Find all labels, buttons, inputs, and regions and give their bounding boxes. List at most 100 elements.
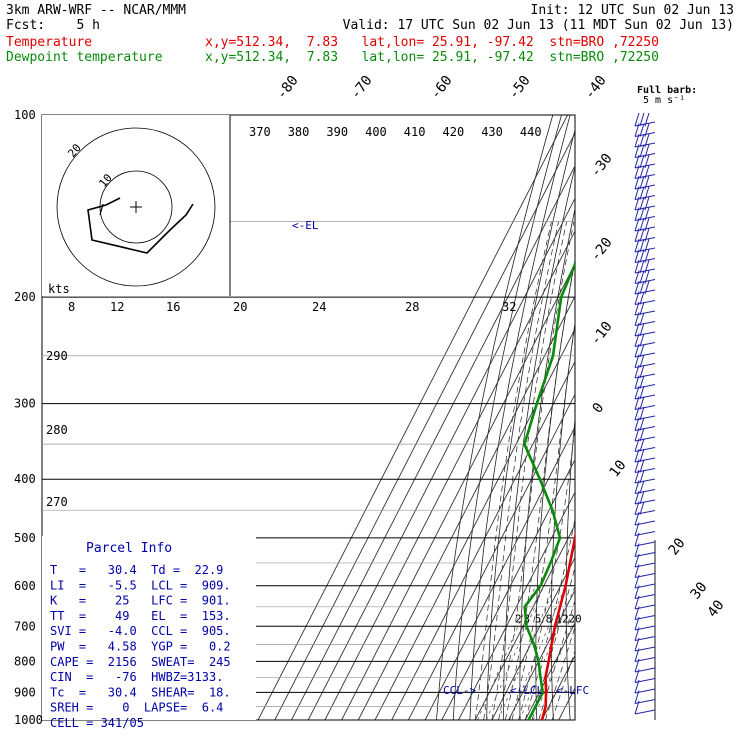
wind-barb-flag — [634, 280, 640, 295]
wind-barb-flag — [634, 679, 640, 694]
wind-barb-flag — [639, 133, 645, 148]
wind-barb-flag — [639, 459, 645, 473]
temperature-tick-label: 20 — [666, 535, 689, 558]
pressure-label: 200 — [14, 290, 36, 304]
isotherm — [407, 393, 575, 720]
dewpoint-profile — [523, 260, 575, 720]
wind-barb-flag — [634, 553, 640, 568]
dewpoint-line — [523, 260, 575, 720]
pressure-label: 800 — [14, 654, 36, 668]
theta-label: 390 — [326, 125, 348, 139]
theta-label: 380 — [288, 125, 310, 139]
pressure-label: 300 — [14, 397, 36, 411]
wind-barb-flag — [634, 133, 640, 148]
wind-barb-flag — [639, 364, 645, 379]
wind-barb-flag — [634, 175, 640, 190]
wind-barb-flag — [634, 301, 640, 316]
wind-barb-flag — [639, 301, 645, 316]
parcel-row: K = 25 LFC = 901. — [50, 594, 231, 608]
wind-barb-flag — [634, 490, 640, 505]
wind-barb-flag — [639, 238, 645, 253]
moist-adiabat — [504, 258, 575, 720]
dewpoint-location: x,y=512.34, 7.83 lat,lon= 25.91, -97.42 … — [205, 50, 659, 65]
pressure-label: 700 — [14, 619, 36, 633]
wind-barb-flag — [639, 385, 645, 400]
wind-barb-flag — [634, 312, 640, 326]
theta-e-label: 290 — [46, 349, 68, 363]
wind-barb-flag — [634, 448, 640, 463]
temperature-tick-label: 40 — [705, 597, 728, 620]
wind-barb-flag — [639, 249, 645, 263]
hodograph-ring-20 — [56, 127, 216, 287]
wind-barb-flag — [639, 123, 645, 137]
isotherm — [291, 164, 575, 720]
pressure-labels: 100 200 300 400 500 600 700 800 900 1000 — [14, 108, 43, 727]
level-annotations: <-EL CCL-> <-LCL <-LFC — [292, 219, 589, 697]
isotherm — [257, 115, 568, 720]
moist-adiabat — [531, 565, 575, 720]
moist-adiabat — [511, 321, 575, 720]
wind-barb-flag — [634, 438, 640, 452]
parcel-row: CIN = -76 HWBZ=3133. — [50, 670, 223, 684]
wind-barb-flag — [634, 480, 640, 494]
theta-labels: 370 380 390 400 410 420 430 440 — [249, 125, 542, 139]
temperature-location: x,y=512.34, 7.83 lat,lon= 25.91, -97.42 … — [205, 35, 659, 50]
theta-e-label: 270 — [46, 495, 68, 509]
parcel-row: Tc = 30.4 SHEAR= 18. — [50, 685, 231, 699]
pressure-label: 500 — [14, 531, 36, 545]
temperature-tick-label: -40 — [582, 73, 610, 103]
parcel-title: Parcel Info — [86, 541, 172, 556]
theta-e-labels: 8 12 16 20 24 28 32 290 280 270 — [46, 300, 516, 509]
wind-barb-flag — [634, 375, 640, 389]
dry-adiabat — [647, 87, 678, 733]
wind-barb-flag — [639, 186, 645, 200]
theta-e-label: 280 — [46, 423, 68, 437]
dry-adiabat — [705, 87, 740, 733]
wind-barb-flag — [634, 469, 640, 484]
wind-barb-flag — [634, 154, 640, 169]
wind-barb-flag — [634, 522, 640, 536]
temperature-label: Temperature — [6, 35, 93, 50]
valid-time: Valid: 17 UTC Sun 02 Jun 13 (11 MDT Sun … — [342, 18, 734, 33]
wind-barb-flag — [634, 123, 640, 137]
wind-barb-flag — [639, 217, 645, 232]
wind-barb-flag — [644, 196, 650, 211]
wind-barb-flag — [634, 669, 640, 683]
wind-barb-flag — [634, 228, 640, 242]
moist-adiabat — [483, 221, 559, 720]
pressure-label: 1000 — [14, 713, 43, 727]
dry-adiabat — [565, 414, 575, 720]
theta-label: 440 — [520, 125, 542, 139]
wind-barb-flag — [644, 144, 650, 158]
wind-barb-flag — [634, 291, 640, 305]
wind-barb-flag — [644, 238, 650, 253]
wind-barb-flag — [644, 280, 650, 295]
wind-barb-flag — [639, 438, 645, 452]
wind-barb-flag — [639, 280, 645, 295]
moist-adiabat — [544, 626, 575, 720]
init-time: Init: 12 UTC Sun 02 Jun 13 — [530, 3, 735, 18]
parcel-row: TT = 49 EL = 153. — [50, 609, 231, 623]
temperature-tick-label: 10 — [607, 457, 630, 480]
wind-barb-flag — [634, 406, 640, 421]
moist-adiabat — [474, 221, 552, 720]
wind-barb-flag — [639, 333, 645, 347]
wind-barb-flag — [639, 196, 645, 211]
isotherm — [458, 491, 575, 720]
parcel-row: T = 30.4 Td = 22.9 — [50, 563, 223, 577]
pressure-label: 100 — [14, 108, 36, 122]
wind-barb-flag — [634, 144, 640, 158]
wind-barb-flag — [634, 616, 640, 631]
dry-adiabat — [727, 87, 740, 733]
wind-barb-flag — [639, 490, 645, 505]
hodograph-units: kts — [48, 282, 70, 296]
pressure-label: 400 — [14, 472, 36, 486]
wind-barb-flag — [634, 543, 640, 557]
wind-barb-flag — [644, 123, 650, 137]
wind-barb-flag — [639, 112, 645, 127]
moist-adiabat — [538, 599, 575, 720]
wind-barb-flag — [634, 648, 640, 662]
mixing-ratio-label: 5 — [535, 612, 542, 625]
temperature-tick-label: 30 — [688, 579, 711, 602]
